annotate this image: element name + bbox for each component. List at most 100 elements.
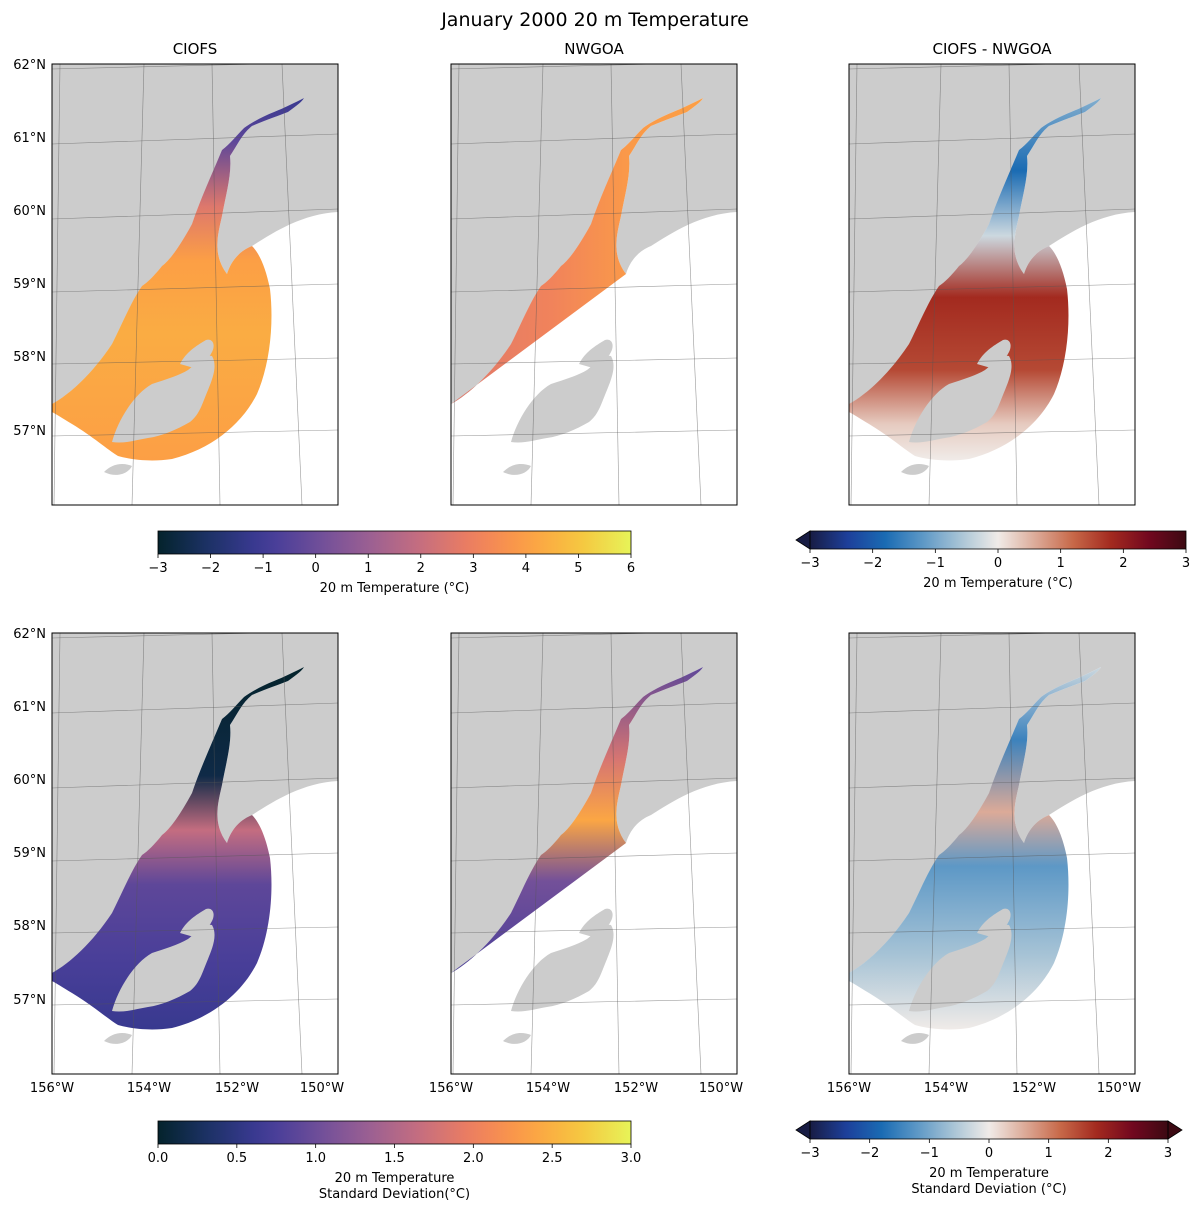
small-island: [901, 464, 929, 475]
lat-tick-label: 57°N: [13, 993, 46, 1008]
data-field: [451, 667, 703, 973]
colorbar-gradient: [810, 531, 1186, 549]
panel-title: CIOFS - NWGOA: [932, 40, 1052, 58]
colorbar-tick-label: 2: [1119, 556, 1127, 571]
lat-tick-label: 62°N: [13, 627, 46, 642]
map-frame: [848, 632, 1136, 1075]
kodiak-island: [511, 355, 614, 443]
colorbar-tick-label: 2.0: [463, 1151, 484, 1166]
kodiak-island: [112, 355, 215, 443]
lat-tick-label: 61°N: [13, 700, 46, 715]
small-island: [104, 1033, 132, 1044]
map-panel: 62°N 61°N 60°N 59°N 58°N 57°N 156°W 154°W 152°W 1…: [13, 627, 344, 1096]
data-field: [52, 98, 304, 461]
colorbar-label-line2: Standard Deviation (°C): [911, 1182, 1066, 1197]
colorbar-tick-label: 2: [417, 561, 425, 576]
colorbar-tick-label: 3: [1182, 556, 1190, 571]
lon-tick-label: 150°W: [699, 1081, 743, 1096]
lon-tick-label: 156°W: [30, 1081, 74, 1096]
colorbar-tick-label: 1.5: [384, 1151, 405, 1166]
map-frame: [450, 632, 738, 1075]
colorbar-tick-label: 1: [1045, 1146, 1053, 1161]
graticule: [451, 64, 737, 505]
colorbar-tick-label: 2.5: [542, 1151, 563, 1166]
colorbar-tick-label: −3: [800, 1146, 819, 1161]
colorbar-tick-label: 2: [1104, 1146, 1112, 1161]
map-panels: CIOFS 62°N 61°N 60°N 59°N 58°N 57°N NWGOA CIOFS …: [13, 40, 1141, 1096]
lat-tick-label: 61°N: [13, 131, 46, 146]
colorbar-label: 20 m Temperature (°C): [320, 581, 470, 596]
lat-tick-label: 59°N: [13, 277, 46, 292]
data-field: [849, 98, 1101, 461]
colorbar-extend-max: [1167, 1120, 1183, 1140]
land-mask: [52, 633, 338, 973]
colorbar-tick-label: −2: [863, 556, 882, 571]
graticule: [849, 633, 1135, 1074]
kodiak-island: [511, 924, 614, 1012]
map-panel: NWGOA: [450, 40, 738, 506]
colorbar-tick-label: −1: [254, 561, 273, 576]
lon-tick-label: 154°W: [127, 1081, 171, 1096]
colorbar-tick-label: 3: [1164, 1146, 1172, 1161]
map-panel: CIOFS 62°N 61°N 60°N 59°N 58°N 57°N: [13, 40, 339, 506]
colorbar-tick-label: 0: [994, 556, 1002, 571]
map-panel: 156°W 154°W 152°W 150°W: [429, 632, 743, 1096]
map-panel: 156°W 154°W 152°W 150°W: [827, 632, 1141, 1096]
colorbar-tick-label: 4: [522, 561, 530, 576]
lat-tick-label: 60°N: [13, 204, 46, 219]
lat-tick-label: 57°N: [13, 424, 46, 439]
data-field: [52, 667, 304, 1030]
colorbar-label: 20 m Temperature: [335, 1171, 455, 1186]
small-island: [104, 464, 132, 475]
colorbar-tick-label: 1: [1057, 556, 1065, 571]
graticule: [849, 64, 1135, 505]
kodiak-island: [909, 924, 1012, 1012]
map-frame: [51, 632, 339, 1075]
colorbar-gradient: [810, 1121, 1168, 1139]
colorbar-label-line2: Standard Deviation(°C): [319, 1187, 470, 1202]
land-mask: [52, 64, 338, 404]
lon-tick-label: 154°W: [526, 1081, 570, 1096]
lat-tick-label: 60°N: [13, 773, 46, 788]
lat-tick-label: 59°N: [13, 846, 46, 861]
colorbar-tick-label: −3: [148, 561, 167, 576]
land-mask: [451, 64, 737, 404]
kodiak-island: [112, 924, 215, 1012]
colorbar-extend-min: [795, 1120, 811, 1140]
graticule: [451, 633, 737, 1074]
lon-tick-label: 150°W: [1097, 1081, 1141, 1096]
colorbar-tick-label: 1: [364, 561, 372, 576]
panel-title: NWGOA: [564, 40, 624, 58]
small-island: [503, 1033, 531, 1044]
colorbar-tick-label: −1: [926, 556, 945, 571]
colorbar-tick-label: 0.5: [226, 1151, 247, 1166]
colorbar: −3 −2 −1 0 1 2 3 20 m Temperature (°C): [795, 530, 1190, 591]
data-field: [451, 98, 703, 404]
data-field: [849, 667, 1101, 1030]
lon-tick-label: 152°W: [215, 1081, 259, 1096]
colorbar-label: 20 m Temperature: [929, 1166, 1049, 1181]
colorbar-tick-label: 6: [627, 561, 635, 576]
kodiak-island: [909, 355, 1012, 443]
graticule: [52, 64, 338, 505]
map-frame: [848, 63, 1136, 506]
panel-title: CIOFS: [173, 40, 218, 58]
small-island: [503, 464, 531, 475]
colorbar-tick-label: 3.0: [621, 1151, 642, 1166]
colorbars: −3 −2 −1 0 1 2 3 4 5 6 20 m Temperature (°C) −3 −2 −1…: [148, 530, 1190, 1202]
colorbar-gradient: [158, 1121, 631, 1144]
graticule: [52, 633, 338, 1074]
colorbar-gradient: [158, 531, 631, 554]
map-panel: CIOFS - NWGOA: [848, 40, 1136, 506]
colorbar-tick-label: 0: [312, 561, 320, 576]
land-mask: [849, 64, 1135, 404]
colorbar-tick-label: −2: [860, 1146, 879, 1161]
map-frame: [51, 63, 339, 506]
colorbar-tick-label: 5: [574, 561, 582, 576]
colorbar: −3 −2 −1 0 1 2 3 4 5 6 20 m Temperature (°C): [148, 530, 635, 596]
lon-tick-label: 156°W: [429, 1081, 473, 1096]
small-island: [901, 1033, 929, 1044]
colorbar: 0.0 0.5 1.0 1.5 2.0 2.5 3.0 20 m TemperatureSta…: [148, 1120, 642, 1202]
colorbar-tick-label: 0.0: [148, 1151, 169, 1166]
